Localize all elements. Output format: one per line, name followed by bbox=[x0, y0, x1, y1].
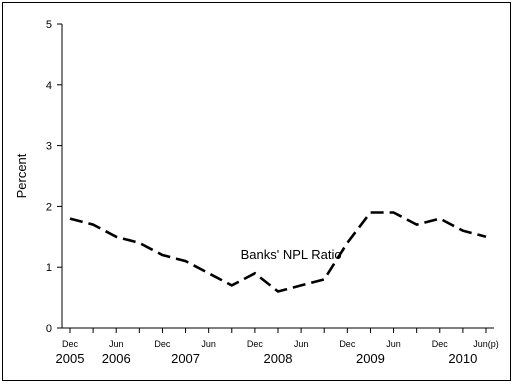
x-ticks bbox=[69, 328, 487, 333]
y-ticks: 0 1 2 3 4 5 bbox=[46, 19, 62, 335]
month-label-1: Jun bbox=[109, 339, 124, 349]
year-label-2008: 2008 bbox=[264, 351, 293, 366]
month-labels: Dec Jun Dec Jun Dec Jun Dec Jun Dec Jun(p) bbox=[62, 339, 499, 349]
y-axis-title: Percent bbox=[14, 153, 29, 198]
month-label-2: Dec bbox=[154, 339, 171, 349]
year-label-2007: 2007 bbox=[171, 351, 200, 366]
y-tick-label-2: 2 bbox=[46, 201, 52, 213]
y-tick-label-5: 5 bbox=[46, 19, 52, 31]
year-label-2005: 2005 bbox=[56, 351, 85, 366]
y-tick-label-1: 1 bbox=[46, 262, 52, 274]
month-label-6: Dec bbox=[339, 339, 356, 349]
month-label-4: Dec bbox=[247, 339, 264, 349]
month-label-3: Jun bbox=[201, 339, 216, 349]
y-tick-label-0: 0 bbox=[46, 323, 52, 335]
month-label-7: Jun bbox=[386, 339, 401, 349]
year-label-2006: 2006 bbox=[102, 351, 131, 366]
y-tick-label-4: 4 bbox=[46, 80, 52, 92]
y-tick-label-3: 3 bbox=[46, 141, 52, 153]
year-label-2009: 2009 bbox=[356, 351, 385, 366]
year-label-2010: 2010 bbox=[448, 351, 477, 366]
month-label-9: Jun(p) bbox=[473, 339, 499, 349]
month-label-0: Dec bbox=[62, 339, 79, 349]
month-label-8: Dec bbox=[432, 339, 449, 349]
axes bbox=[61, 24, 494, 329]
series-annotation: Banks' NPL Ratio bbox=[241, 247, 342, 262]
chart-frame bbox=[2, 2, 511, 381]
npl-ratio-series-line bbox=[69, 211, 487, 293]
year-labels: 2005 2006 2007 2008 2009 2010 bbox=[56, 351, 478, 366]
month-label-5: Jun bbox=[294, 339, 309, 349]
